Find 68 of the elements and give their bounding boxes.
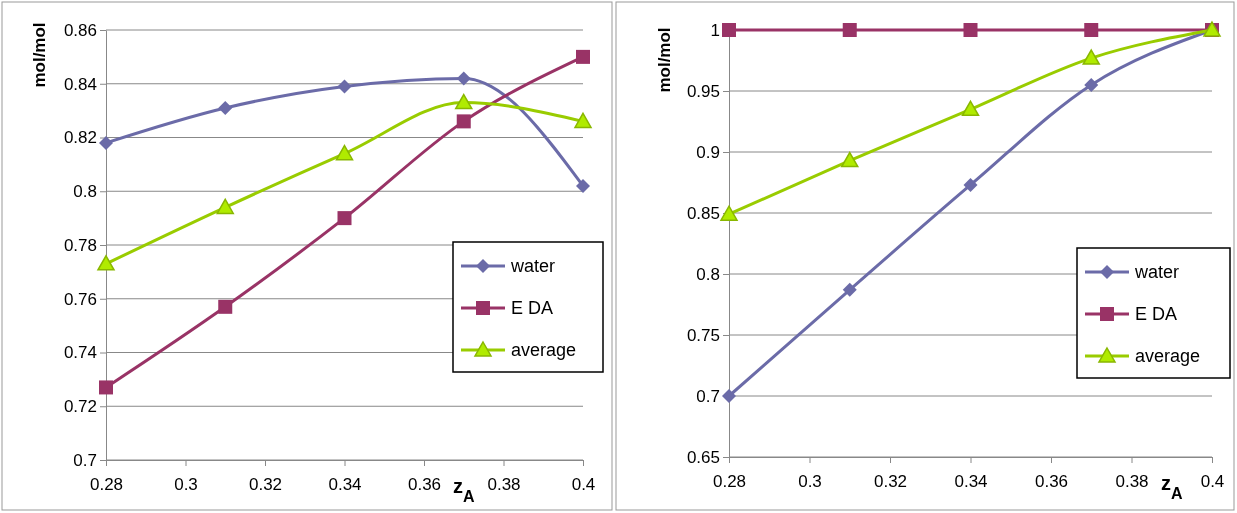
point <box>456 114 471 129</box>
y-tick-label: 0.7 <box>696 386 720 406</box>
x-tick-label: 0.38 <box>487 475 521 495</box>
y-tick-label: 0.82 <box>63 128 97 148</box>
point <box>216 198 234 215</box>
x-tick-label: 0.4 <box>571 475 596 495</box>
x-axis-title: z$_{A}$ <box>1160 472 1183 502</box>
point <box>576 49 590 64</box>
point <box>218 100 233 115</box>
legend-label: water <box>510 256 556 277</box>
x-tick-label: 0.36 <box>407 475 442 495</box>
point <box>1082 49 1100 65</box>
legend-label: water <box>1134 262 1180 283</box>
point <box>963 23 978 37</box>
y-tick-label: 0.8 <box>696 264 720 284</box>
x-tick-label: 0.3 <box>174 475 198 495</box>
y-tick-label: 0.7 <box>73 450 97 470</box>
point <box>574 112 592 129</box>
point <box>961 100 980 117</box>
y-tick-label: 1 <box>710 20 720 40</box>
point <box>335 144 354 161</box>
x-tick-label: 0.4 <box>1200 472 1225 492</box>
y-tick-label: 0.8 <box>73 182 97 202</box>
point <box>97 255 115 271</box>
x-tick-label: 0.3 <box>798 472 822 492</box>
point <box>337 79 352 94</box>
point <box>455 93 473 110</box>
legend-label: E DA <box>1135 304 1178 325</box>
x-tick-label: 0.34 <box>328 475 362 495</box>
y-axis-title: mol/mol <box>655 27 675 93</box>
y-tick-label: 0.75 <box>686 325 720 345</box>
point <box>576 178 590 193</box>
y-tick-label: 0.84 <box>63 74 97 94</box>
point <box>841 151 859 168</box>
x-axis-title: z$_{A}$ <box>452 475 475 505</box>
y-tick-label: 0.9 <box>696 142 720 162</box>
x-tick-label: 0.28 <box>89 475 124 495</box>
point <box>99 135 113 150</box>
point <box>99 380 113 395</box>
legend-label: average <box>511 340 577 361</box>
y-tick-label: 0.76 <box>63 289 97 309</box>
point <box>722 23 736 37</box>
y-tick-label: 0.74 <box>63 343 97 363</box>
x-tick-label: 0.32 <box>248 475 283 495</box>
x-tick-label: 0.28 <box>712 472 747 492</box>
y-tick-label: 0.95 <box>686 81 720 101</box>
x-tick-label: 0.34 <box>954 472 988 492</box>
point <box>842 282 857 297</box>
point <box>337 211 352 226</box>
legend-label: average <box>1135 346 1201 367</box>
point <box>456 71 471 86</box>
point <box>720 205 738 221</box>
point <box>1084 77 1099 92</box>
y-tick-label: 0.65 <box>686 447 720 467</box>
x-tick-label: 0.32 <box>873 472 908 492</box>
point <box>842 23 857 37</box>
x-tick-label: 0.36 <box>1034 472 1069 492</box>
point <box>1084 23 1099 37</box>
legend-label: E DA <box>511 298 554 319</box>
y-axis-title: mol/mol <box>30 22 50 88</box>
point <box>722 389 736 403</box>
y-tick-label: 0.78 <box>63 235 97 255</box>
y-tick-label: 0.85 <box>686 203 720 223</box>
y-tick-label: 0.72 <box>63 397 97 417</box>
point <box>218 299 233 314</box>
y-tick-label: 0.86 <box>63 20 97 40</box>
x-tick-label: 0.38 <box>1115 472 1149 492</box>
point <box>963 177 978 192</box>
